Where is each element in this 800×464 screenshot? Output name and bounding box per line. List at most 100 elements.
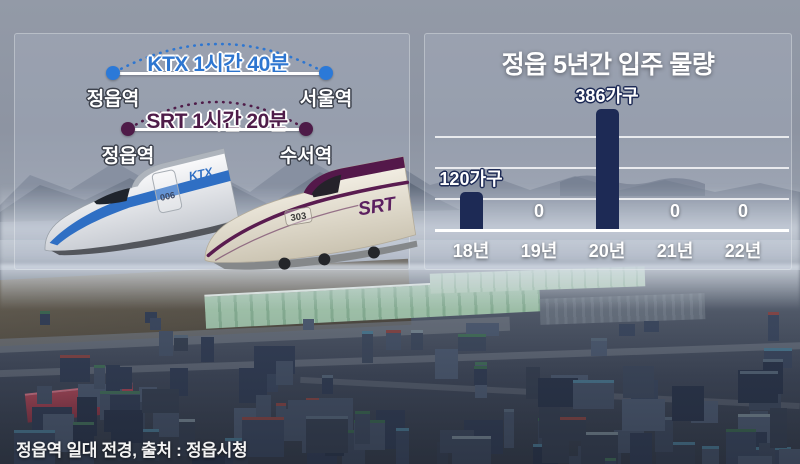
city-building bbox=[672, 385, 705, 422]
ktx-train-roof bbox=[131, 148, 225, 188]
city-building bbox=[737, 369, 765, 403]
city-building bbox=[464, 419, 503, 455]
city-building bbox=[654, 416, 673, 453]
station-platform-roof bbox=[204, 277, 541, 329]
city-building bbox=[541, 434, 570, 463]
city-building bbox=[141, 389, 179, 413]
city-building bbox=[749, 391, 782, 410]
city-building bbox=[324, 401, 335, 430]
city-building bbox=[99, 391, 141, 421]
x-axis-tick-label: 20년 bbox=[588, 241, 626, 261]
city-building bbox=[118, 401, 146, 429]
city-building bbox=[395, 428, 409, 464]
city-building bbox=[737, 455, 773, 464]
bar-value-label: 386가구 bbox=[575, 86, 639, 107]
srt-route-line bbox=[128, 128, 306, 131]
city-building bbox=[303, 318, 315, 330]
city-building bbox=[76, 396, 97, 436]
city-building bbox=[504, 409, 515, 448]
city-building bbox=[109, 395, 141, 420]
x-axis-tick-label: 21년 bbox=[656, 241, 694, 261]
ktx-origin-station-label: 정읍역 bbox=[86, 89, 140, 110]
srt-wheel bbox=[318, 253, 331, 266]
city-building bbox=[174, 334, 188, 352]
bar-zero-label: 0 bbox=[669, 201, 681, 221]
city-building bbox=[691, 400, 719, 423]
chart-panel: 정읍 5년간 입주 물량 120가구 18년 0 19년 386가구 20년 0 21년 0 22… bbox=[424, 33, 792, 270]
ktx-train: 006 KTX bbox=[44, 148, 241, 256]
city-building bbox=[60, 354, 91, 383]
city-building bbox=[546, 416, 559, 453]
city-building bbox=[457, 334, 486, 351]
city-building bbox=[375, 410, 405, 450]
city-building bbox=[139, 387, 157, 409]
city-building bbox=[305, 415, 348, 453]
city-building bbox=[305, 397, 326, 427]
city-building bbox=[238, 367, 267, 404]
city-building bbox=[242, 416, 284, 457]
city-building bbox=[255, 395, 272, 421]
city-building bbox=[744, 431, 767, 464]
city-building bbox=[159, 331, 173, 357]
city-building bbox=[629, 433, 653, 464]
city-building bbox=[591, 338, 607, 357]
train-routes-panel: KTX 1시간 40분 정읍역 서울역 SRT 1시간 20분 정읍역 수서역 bbox=[14, 33, 418, 270]
x-axis-tick-label: 18년 bbox=[452, 241, 490, 261]
city-building bbox=[737, 414, 779, 444]
ktx-origin-dot bbox=[106, 66, 120, 80]
ktx-duration-label: KTX 1시간 40분 bbox=[147, 53, 289, 76]
ktx-windshield bbox=[94, 187, 130, 205]
trains-illustration: 006 KTX 303 SRT bbox=[44, 148, 418, 270]
city-building bbox=[533, 443, 559, 464]
city-building bbox=[452, 435, 492, 464]
srt-underskirt bbox=[213, 240, 418, 270]
city-building bbox=[410, 329, 423, 351]
city-building bbox=[342, 430, 365, 464]
city-building bbox=[307, 448, 338, 464]
city-building bbox=[573, 379, 615, 410]
chart-baseline bbox=[435, 229, 789, 232]
city-building bbox=[106, 364, 120, 397]
city-building bbox=[749, 447, 792, 464]
city-building bbox=[725, 428, 756, 464]
city-building bbox=[78, 383, 122, 407]
srt-train: 303 SRT bbox=[204, 156, 418, 270]
city-building bbox=[200, 336, 214, 363]
city-building bbox=[551, 416, 587, 442]
photo-caption: 정읍역 일대 전경, 출처 : 정읍시청 bbox=[16, 441, 248, 460]
srt-roof-band bbox=[303, 156, 406, 196]
srt-duration-label: SRT 1시간 20분 bbox=[146, 110, 288, 133]
ktx-train-number: 006 bbox=[159, 190, 176, 203]
city-building bbox=[538, 417, 561, 458]
city-building bbox=[93, 364, 106, 390]
city-building bbox=[702, 446, 719, 464]
city-building bbox=[473, 365, 488, 386]
city-building bbox=[354, 420, 386, 450]
city-building bbox=[769, 408, 787, 448]
city-building bbox=[302, 416, 323, 454]
city-building bbox=[436, 442, 448, 464]
city-building bbox=[355, 410, 370, 444]
city-building bbox=[244, 370, 278, 392]
city-building bbox=[169, 368, 189, 397]
city-building bbox=[550, 374, 589, 394]
bar-chart: 120가구 18년 0 19년 386가구 20년 0 21년 0 22년 bbox=[425, 34, 791, 269]
city-building bbox=[605, 457, 616, 464]
city-building bbox=[621, 399, 666, 431]
city-building bbox=[466, 322, 499, 336]
city-building bbox=[31, 406, 73, 437]
city-building bbox=[538, 407, 561, 439]
rail-tracks bbox=[0, 316, 511, 354]
srt-origin-station-label: 정읍역 bbox=[101, 146, 155, 167]
x-axis-tick-label: 22년 bbox=[724, 241, 762, 261]
srt-wheel bbox=[367, 246, 380, 259]
city-building bbox=[740, 370, 778, 403]
city-building bbox=[318, 398, 353, 431]
city-building bbox=[614, 429, 644, 453]
parking-lot bbox=[539, 293, 706, 325]
srt-route-arc bbox=[128, 100, 306, 130]
city-building bbox=[764, 348, 792, 368]
city-building bbox=[644, 321, 660, 332]
city-building bbox=[39, 311, 50, 326]
